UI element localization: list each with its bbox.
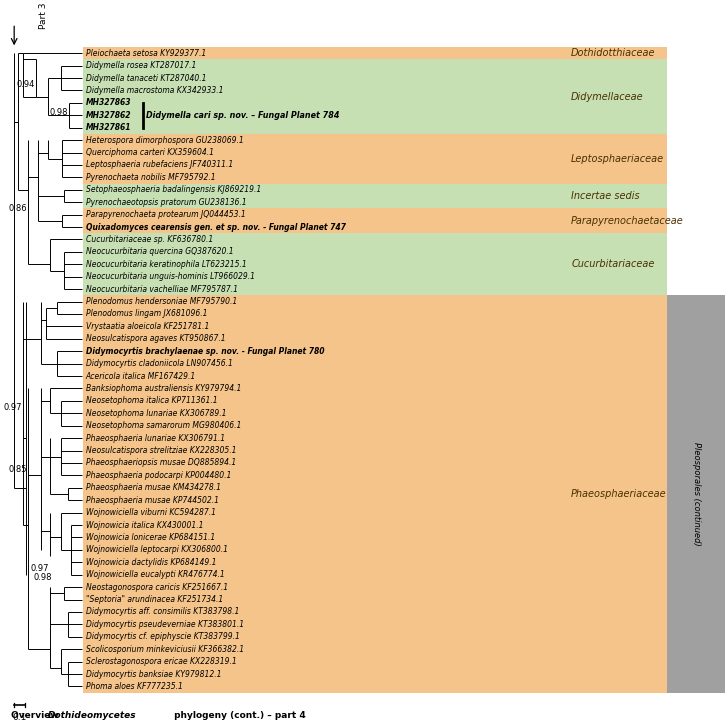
Text: Cucurbitariaceae sp. KF636780.1: Cucurbitariaceae sp. KF636780.1 bbox=[86, 235, 213, 244]
Text: Banksiophoma australiensis KY979794.1: Banksiophoma australiensis KY979794.1 bbox=[86, 384, 241, 393]
Text: Didymellaceae: Didymellaceae bbox=[571, 92, 644, 101]
Text: 0.97: 0.97 bbox=[4, 403, 23, 412]
Text: Neosulcatispora strelitziae KX228305.1: Neosulcatispora strelitziae KX228305.1 bbox=[86, 446, 236, 455]
Text: Neocucurbitaria vachelliae MF795787.1: Neocucurbitaria vachelliae MF795787.1 bbox=[86, 285, 237, 294]
Text: Phaeosphaeriopsis musae DQ885894.1: Phaeosphaeriopsis musae DQ885894.1 bbox=[86, 458, 236, 468]
Text: Plenodomus lingam JX681096.1: Plenodomus lingam JX681096.1 bbox=[86, 309, 207, 319]
Text: 0.98: 0.98 bbox=[34, 573, 52, 581]
Text: MH327862: MH327862 bbox=[86, 111, 131, 119]
Text: Neosetophoma lunariae KX306789.1: Neosetophoma lunariae KX306789.1 bbox=[86, 409, 226, 418]
Bar bbox=[667, 295, 725, 693]
Text: Cucurbitariaceae: Cucurbitariaceae bbox=[571, 259, 654, 269]
Text: Sclerostagonospora ericae KX228319.1: Sclerostagonospora ericae KX228319.1 bbox=[86, 657, 237, 666]
Text: Overview: Overview bbox=[11, 711, 62, 720]
Text: Vrystaatia aloeicola KF251781.1: Vrystaatia aloeicola KF251781.1 bbox=[86, 322, 209, 331]
Text: Wojnowiciella leptocarpi KX306800.1: Wojnowiciella leptocarpi KX306800.1 bbox=[86, 545, 227, 555]
Text: 0.85: 0.85 bbox=[9, 465, 28, 473]
Text: Didymella rosea KT287017.1: Didymella rosea KT287017.1 bbox=[86, 61, 196, 70]
Text: Dothideomycetes: Dothideomycetes bbox=[48, 711, 136, 720]
Text: "Septoria" arundinacea KF251734.1: "Septoria" arundinacea KF251734.1 bbox=[86, 595, 223, 604]
Text: Phoma aloes KF777235.1: Phoma aloes KF777235.1 bbox=[86, 682, 182, 691]
Text: Didymella tanaceti KT287040.1: Didymella tanaceti KT287040.1 bbox=[86, 74, 206, 83]
Text: Didymocyrtis cladoniicola LN907456.1: Didymocyrtis cladoniicola LN907456.1 bbox=[86, 359, 232, 368]
Text: Incertae sedis: Incertae sedis bbox=[571, 191, 640, 201]
Text: Pyrenochaeta nobilis MF795792.1: Pyrenochaeta nobilis MF795792.1 bbox=[86, 173, 215, 182]
Text: Scolicosporium minkeviciusii KF366382.1: Scolicosporium minkeviciusii KF366382.1 bbox=[86, 645, 244, 654]
Text: Didymocyrtis pseudeverniae KT383801.1: Didymocyrtis pseudeverniae KT383801.1 bbox=[86, 620, 244, 629]
Text: Neostagonospora caricis KF251667.1: Neostagonospora caricis KF251667.1 bbox=[86, 583, 228, 592]
Text: Wojnowiciella eucalypti KR476774.1: Wojnowiciella eucalypti KR476774.1 bbox=[86, 571, 224, 579]
Text: Didymella cari sp. nov. – Fungal Planet 784: Didymella cari sp. nov. – Fungal Planet … bbox=[145, 111, 339, 119]
Text: Didymocyrtis banksiae KY979812.1: Didymocyrtis banksiae KY979812.1 bbox=[86, 670, 221, 678]
Text: 0.94: 0.94 bbox=[16, 80, 35, 89]
Text: Phaeosphaeria lunariae KX306791.1: Phaeosphaeria lunariae KX306791.1 bbox=[86, 434, 225, 442]
Text: Leptosphaeriaceae: Leptosphaeriaceae bbox=[571, 153, 664, 164]
Text: Didymella macrostoma KX342933.1: Didymella macrostoma KX342933.1 bbox=[86, 86, 223, 95]
Text: phylogeny (cont.) – part 4: phylogeny (cont.) – part 4 bbox=[171, 711, 306, 720]
Text: 0.97: 0.97 bbox=[30, 564, 49, 573]
Bar bbox=[83, 233, 667, 295]
Text: Wojnowiciella viburni KC594287.1: Wojnowiciella viburni KC594287.1 bbox=[86, 508, 216, 517]
Text: MH327861: MH327861 bbox=[86, 123, 131, 132]
Text: Acericola italica MF167429.1: Acericola italica MF167429.1 bbox=[86, 371, 196, 381]
Text: Wojnowicia dactylidis KP684149.1: Wojnowicia dactylidis KP684149.1 bbox=[86, 557, 216, 567]
Text: Wojnowicia italica KX430001.1: Wojnowicia italica KX430001.1 bbox=[86, 521, 203, 529]
Text: Didymocyrtis cf. epiphyscie KT383799.1: Didymocyrtis cf. epiphyscie KT383799.1 bbox=[86, 632, 240, 641]
Text: Phaeosphaeriaceae: Phaeosphaeriaceae bbox=[571, 489, 666, 499]
Text: Neocucurbitaria unguis-hominis LT966029.1: Neocucurbitaria unguis-hominis LT966029.… bbox=[86, 272, 255, 281]
Text: 0.98: 0.98 bbox=[49, 109, 68, 117]
Text: Parapyrenochaetaceae: Parapyrenochaetaceae bbox=[571, 216, 684, 226]
Text: Pleiochaeta setosa KY929377.1: Pleiochaeta setosa KY929377.1 bbox=[86, 49, 206, 58]
Text: MH327863: MH327863 bbox=[86, 98, 131, 107]
Text: Phaeosphaeria musae KM434278.1: Phaeosphaeria musae KM434278.1 bbox=[86, 484, 221, 492]
Bar bbox=[83, 59, 667, 134]
Text: Phaeosphaeria musae KP744502.1: Phaeosphaeria musae KP744502.1 bbox=[86, 496, 219, 505]
Text: Phaeosphaeria podocarpi KP004480.1: Phaeosphaeria podocarpi KP004480.1 bbox=[86, 471, 231, 480]
Text: Didymocyrtis brachylaenae sp. nov. - Fungal Planet 780: Didymocyrtis brachylaenae sp. nov. - Fun… bbox=[86, 347, 324, 355]
Text: Part 3: Part 3 bbox=[39, 3, 48, 29]
Text: Querciphoma carteri KX359604.1: Querciphoma carteri KX359604.1 bbox=[86, 148, 213, 157]
Bar bbox=[83, 295, 667, 693]
Text: Parapyrenochaeta protearum JQ044453.1: Parapyrenochaeta protearum JQ044453.1 bbox=[86, 210, 245, 219]
Text: Setophaeosphaeria badalingensis KJ869219.1: Setophaeosphaeria badalingensis KJ869219… bbox=[86, 185, 261, 194]
Text: Pyrenochaeotopsis pratorum GU238136.1: Pyrenochaeotopsis pratorum GU238136.1 bbox=[86, 198, 246, 207]
Text: Wojnowicia lonicerae KP684151.1: Wojnowicia lonicerae KP684151.1 bbox=[86, 533, 215, 542]
Text: Dothidotthiaceae: Dothidotthiaceae bbox=[571, 49, 656, 58]
Text: 0.1: 0.1 bbox=[12, 712, 27, 722]
Text: Heterospora dimorphospora GU238069.1: Heterospora dimorphospora GU238069.1 bbox=[86, 135, 243, 145]
Bar bbox=[83, 184, 667, 209]
Text: Plenodomus hendersoniae MF795790.1: Plenodomus hendersoniae MF795790.1 bbox=[86, 297, 237, 306]
Text: Quixadomyces cearensis gen. et sp. nov. - Fungal Planet 747: Quixadomyces cearensis gen. et sp. nov. … bbox=[86, 222, 346, 232]
Bar bbox=[83, 47, 667, 59]
Text: Neosetophoma italica KP711361.1: Neosetophoma italica KP711361.1 bbox=[86, 396, 217, 405]
Bar bbox=[83, 134, 667, 184]
Text: 0.86: 0.86 bbox=[9, 204, 28, 213]
Text: Neosetophoma samarorum MG980406.1: Neosetophoma samarorum MG980406.1 bbox=[86, 421, 241, 430]
Text: Pleosporales (continued): Pleosporales (continued) bbox=[692, 442, 701, 546]
Bar bbox=[83, 209, 667, 233]
Text: Neosulcatispora agaves KT950867.1: Neosulcatispora agaves KT950867.1 bbox=[86, 334, 225, 343]
Text: Neocucurbitaria quercina GQ387620.1: Neocucurbitaria quercina GQ387620.1 bbox=[86, 248, 233, 256]
Text: Didymocyrtis aff. consimilis KT383798.1: Didymocyrtis aff. consimilis KT383798.1 bbox=[86, 607, 239, 616]
Text: Leptosphaeria rubefaciens JF740311.1: Leptosphaeria rubefaciens JF740311.1 bbox=[86, 161, 233, 169]
Text: Neocucurbitaria keratinophila LT623215.1: Neocucurbitaria keratinophila LT623215.1 bbox=[86, 260, 246, 269]
